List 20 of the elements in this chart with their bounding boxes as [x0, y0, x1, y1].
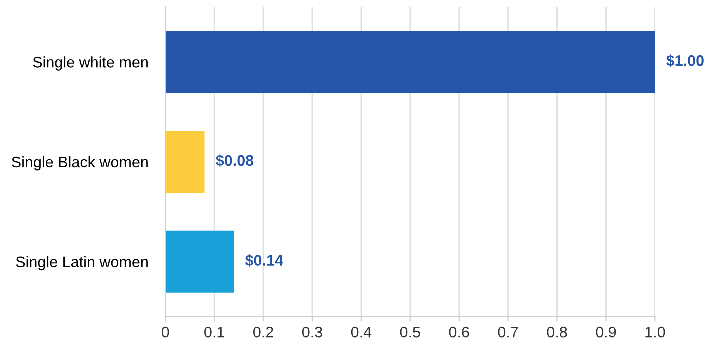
x-tick-label: 0.6: [449, 326, 470, 338]
x-tick-label: 0.3: [302, 326, 322, 338]
bar: [166, 31, 656, 94]
bar: [166, 230, 234, 293]
data-label: $0.14: [245, 254, 284, 267]
y-tick-label: Single Black women: [12, 156, 148, 171]
x-tick-label: 0: [162, 326, 170, 338]
y-tick-label: Single Latin women: [16, 256, 148, 271]
x-tick-label: 1.0: [646, 326, 666, 338]
x-tick-label: 0.5: [400, 326, 420, 338]
x-tick-label: 0.7: [498, 326, 518, 338]
x-tick-label: 0.8: [547, 326, 568, 338]
data-label: $1.00: [666, 54, 704, 68]
x-tick-label: 0.2: [254, 326, 274, 338]
x-tick-label: 0.9: [596, 326, 616, 338]
data-label: $0.08: [216, 154, 254, 168]
x-tick-label: 0.1: [204, 326, 224, 338]
x-tick-label: 0.4: [351, 326, 372, 338]
y-tick-label: Single white men: [33, 56, 148, 71]
bar: [166, 131, 205, 193]
